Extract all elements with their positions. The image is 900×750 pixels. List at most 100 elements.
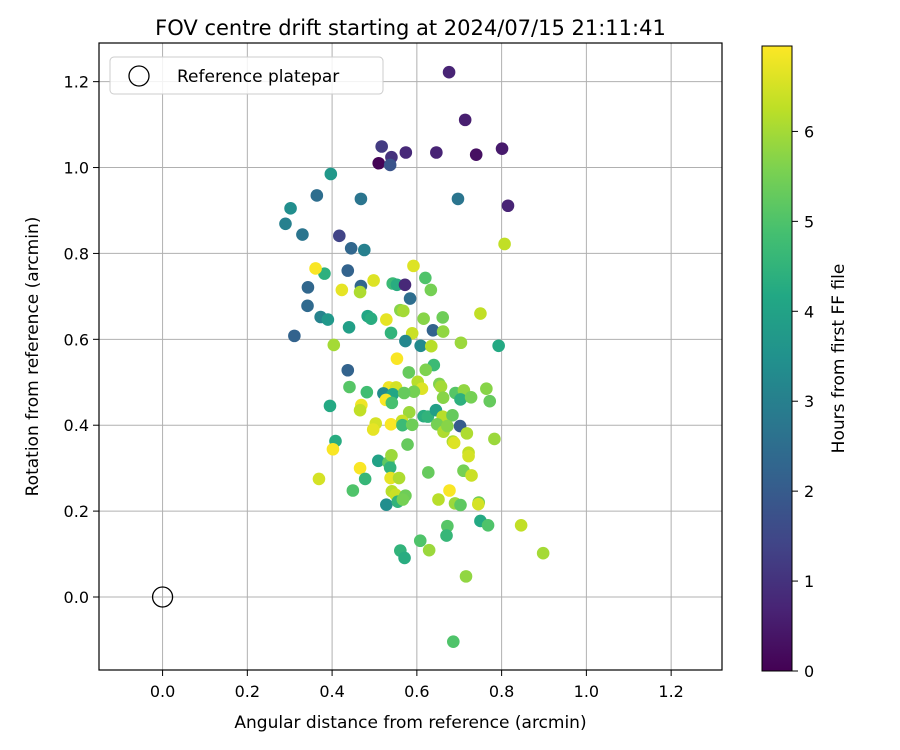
- data-point: [458, 113, 472, 127]
- data-point: [396, 418, 409, 432]
- colorbar-ticks: 0 1 2 3 4 5 6: [792, 122, 814, 681]
- data-points: [279, 65, 550, 648]
- data-point: [407, 385, 421, 399]
- data-point: [447, 635, 460, 648]
- data-point: [399, 334, 412, 348]
- legend-box: [109, 56, 384, 95]
- data-point: [333, 229, 346, 243]
- data-point: [372, 156, 386, 170]
- y-tick-label: 0.6: [64, 330, 89, 349]
- data-point: [414, 339, 427, 353]
- data-point: [426, 324, 440, 337]
- data-point: [446, 409, 459, 422]
- data-point: [536, 546, 550, 560]
- data-point: [434, 380, 448, 393]
- data-point: [380, 498, 393, 511]
- data-point: [441, 419, 454, 433]
- data-point: [398, 278, 412, 292]
- data-point: [483, 394, 497, 408]
- data-point: [464, 390, 478, 404]
- data-point: [401, 438, 414, 451]
- data-point: [447, 436, 461, 450]
- data-point: [344, 241, 358, 255]
- data-point: [296, 228, 309, 241]
- data-point: [443, 484, 456, 497]
- data-point: [326, 442, 340, 456]
- data-point: [279, 217, 292, 231]
- data-point: [353, 285, 367, 299]
- data-point: [390, 352, 404, 365]
- data-point: [441, 519, 454, 533]
- y-tick-label: 0.8: [64, 244, 89, 263]
- data-point: [284, 202, 297, 215]
- data-point: [462, 449, 475, 463]
- data-point: [440, 529, 453, 542]
- colorbar-tick-label: 3: [804, 392, 814, 411]
- data-point: [366, 423, 380, 436]
- data-point: [430, 146, 443, 159]
- x-tick-label: 1.2: [658, 682, 683, 701]
- data-point: [301, 281, 315, 294]
- data-point: [375, 140, 388, 153]
- x-tick-label: 0.4: [319, 682, 344, 701]
- data-point: [353, 461, 367, 475]
- data-point: [402, 406, 416, 419]
- data-point: [498, 237, 511, 251]
- data-point: [432, 493, 445, 506]
- data-point: [346, 484, 360, 497]
- data-point: [342, 320, 356, 334]
- data-point: [413, 534, 427, 548]
- data-point: [407, 259, 420, 273]
- data-point: [419, 363, 433, 377]
- data-point: [403, 292, 417, 305]
- data-point: [424, 283, 438, 297]
- data-point: [383, 158, 397, 172]
- x-tick-label: 0.0: [150, 682, 175, 701]
- x-tick-label: 0.2: [235, 682, 260, 701]
- y-tick-label: 1.2: [64, 73, 89, 92]
- y-tick-label: 0.0: [64, 588, 89, 607]
- data-point: [288, 329, 301, 343]
- data-point: [324, 167, 338, 181]
- data-point: [488, 432, 501, 446]
- data-point: [354, 192, 368, 206]
- y-tick-label: 0.4: [64, 416, 89, 435]
- data-point: [514, 518, 528, 532]
- data-point: [495, 142, 509, 155]
- colorbar-label: Hours from first FF file: [829, 264, 849, 454]
- legend-entry-label: Reference platepar: [177, 67, 339, 87]
- data-point: [380, 313, 393, 326]
- colorbar-tick-label: 2: [804, 482, 814, 501]
- colorbar-frame: [761, 45, 793, 672]
- data-point: [310, 189, 324, 202]
- data-point: [385, 396, 399, 410]
- data-point: [465, 469, 478, 482]
- data-point: [392, 471, 406, 485]
- data-point: [360, 385, 374, 399]
- data-point: [481, 518, 495, 532]
- reference-point-circle-icon: [151, 586, 174, 608]
- data-point: [474, 307, 487, 320]
- data-point: [384, 418, 398, 431]
- data-point: [454, 498, 467, 512]
- data-point: [358, 472, 372, 486]
- colorbar-tick-label: 5: [804, 212, 814, 231]
- data-point: [492, 339, 505, 353]
- data-point: [399, 146, 413, 159]
- data-point: [396, 493, 410, 506]
- data-point: [424, 339, 438, 353]
- chart-title: FOV centre drift starting at 2024/07/15 …: [155, 16, 666, 40]
- data-point: [327, 338, 341, 352]
- data-point: [422, 466, 435, 479]
- data-point: [436, 391, 450, 405]
- x-axis-label: Angular distance from reference (arcmin): [234, 713, 586, 733]
- data-point: [309, 262, 322, 275]
- data-point: [436, 325, 450, 338]
- data-point: [343, 380, 356, 394]
- y-axis-label: Rotation from reference (arcmin): [23, 217, 43, 497]
- data-point: [460, 427, 474, 440]
- x-tick-label: 0.6: [404, 682, 429, 701]
- data-point: [405, 418, 419, 432]
